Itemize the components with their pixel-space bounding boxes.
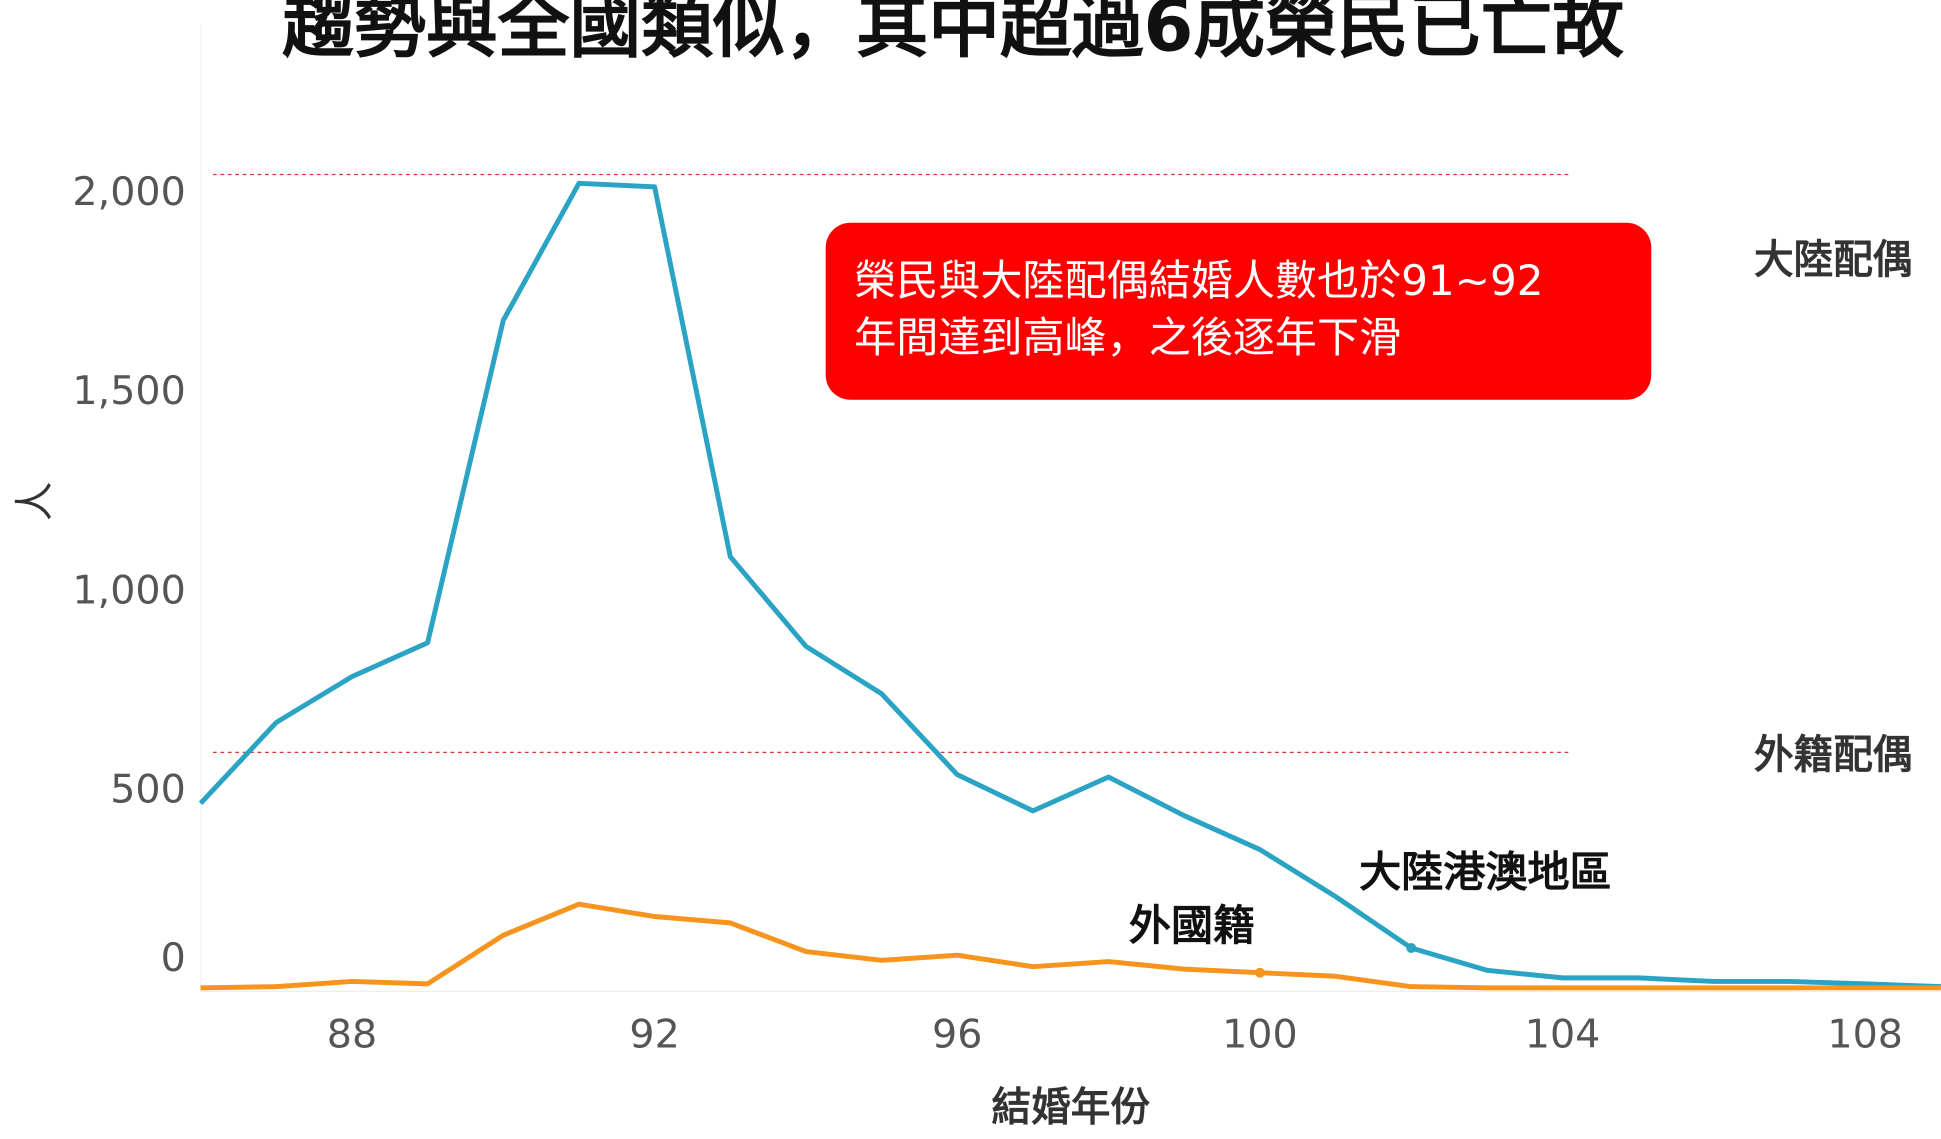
series-point xyxy=(1254,967,1265,978)
side-label: 外籍配偶 xyxy=(1754,732,1912,778)
y-tick-label: 500 xyxy=(110,767,186,813)
chart-title: 趨勢與全國類似，其中超過6成榮民已亡故 xyxy=(282,0,1624,67)
x-tick-label: 108 xyxy=(1827,1012,1903,1058)
x-tick-label: 92 xyxy=(629,1012,679,1058)
y-axis-label: 人 xyxy=(12,481,58,521)
x-tick-label: 96 xyxy=(932,1012,982,1058)
series-point xyxy=(1406,943,1417,953)
x-tick-label: 100 xyxy=(1222,1012,1298,1058)
callout-text: 榮民與大陸配偶結婚人數也於91~92 xyxy=(854,256,1543,305)
side-label: 大陸配偶 xyxy=(1754,237,1912,283)
series-label: 外國籍 xyxy=(1129,901,1255,950)
y-tick-label: 0 xyxy=(161,935,186,981)
x-axis-label: 結婚年份 xyxy=(992,1085,1151,1131)
y-tick-label: 1,500 xyxy=(72,368,185,414)
x-tick-label: 88 xyxy=(327,1012,377,1058)
series-line xyxy=(200,901,1941,991)
series-line xyxy=(198,180,1941,990)
callout-text: 年間達到高峰，之後逐年下滑 xyxy=(854,313,1401,362)
y-tick-label: 1,000 xyxy=(72,567,185,613)
y-tick-label: 2,000 xyxy=(72,169,185,215)
callout-box xyxy=(825,222,1652,400)
series-label: 大陸港澳地區 xyxy=(1359,848,1611,897)
x-tick-label: 104 xyxy=(1525,1012,1601,1058)
